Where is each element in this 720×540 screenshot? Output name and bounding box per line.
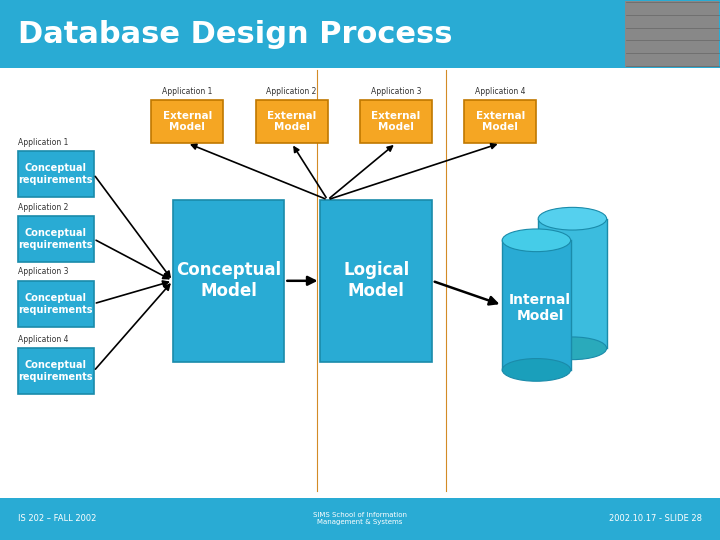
FancyBboxPatch shape <box>320 200 432 362</box>
FancyBboxPatch shape <box>18 151 94 197</box>
FancyBboxPatch shape <box>256 100 328 143</box>
Text: Application 3: Application 3 <box>371 86 421 96</box>
Bar <box>0 0 720 68</box>
Text: Logical
Model: Logical Model <box>343 261 410 300</box>
Text: Conceptual
requirements: Conceptual requirements <box>19 163 93 185</box>
Text: IS 202 – FALL 2002: IS 202 – FALL 2002 <box>18 515 96 523</box>
Text: External
Model: External Model <box>163 111 212 132</box>
FancyBboxPatch shape <box>360 100 432 143</box>
FancyBboxPatch shape <box>18 348 94 394</box>
FancyBboxPatch shape <box>18 216 94 262</box>
Text: Application 4: Application 4 <box>475 86 526 96</box>
FancyBboxPatch shape <box>503 240 571 370</box>
FancyBboxPatch shape <box>173 200 284 362</box>
Text: Conceptual
requirements: Conceptual requirements <box>19 293 93 314</box>
Bar <box>625 1 719 67</box>
FancyBboxPatch shape <box>18 281 94 327</box>
Ellipse shape <box>503 229 571 252</box>
Text: External
Model: External Model <box>267 111 316 132</box>
Text: Database Design Process: Database Design Process <box>18 19 452 49</box>
Text: 2002.10.17 - SLIDE 28: 2002.10.17 - SLIDE 28 <box>609 515 702 523</box>
Text: Application 2: Application 2 <box>266 86 317 96</box>
Ellipse shape <box>538 207 606 230</box>
Bar <box>0 498 720 540</box>
Ellipse shape <box>538 337 606 360</box>
Text: Application 1: Application 1 <box>18 138 68 147</box>
Text: Application 4: Application 4 <box>18 335 68 344</box>
FancyBboxPatch shape <box>151 100 223 143</box>
Ellipse shape <box>503 359 571 381</box>
Text: Conceptual
Model: Conceptual Model <box>176 261 282 300</box>
FancyBboxPatch shape <box>464 100 536 143</box>
Text: Conceptual
requirements: Conceptual requirements <box>19 361 93 382</box>
Text: Application 2: Application 2 <box>18 202 68 212</box>
Text: External
Model: External Model <box>476 111 525 132</box>
Text: Application 3: Application 3 <box>18 267 68 276</box>
Text: External
Model: External Model <box>372 111 420 132</box>
Text: SIMS School of Information
Management & Systems: SIMS School of Information Management & … <box>313 512 407 525</box>
Text: Conceptual
requirements: Conceptual requirements <box>19 228 93 249</box>
Text: Application 1: Application 1 <box>162 86 212 96</box>
Text: Internal
Model: Internal Model <box>509 293 571 323</box>
FancyBboxPatch shape <box>539 219 606 348</box>
